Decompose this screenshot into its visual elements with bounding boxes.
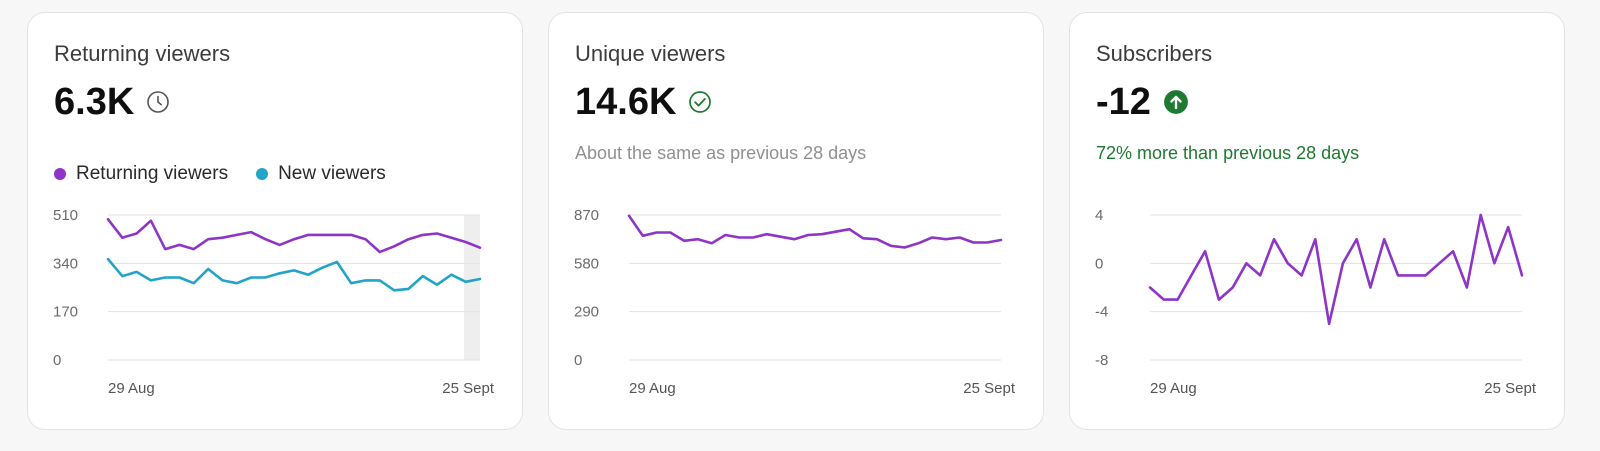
card-title: Returning viewers <box>54 41 231 66</box>
arrow-up-circle-icon <box>1163 89 1189 115</box>
y-tick-label: 290 <box>574 304 599 321</box>
legend-item-new[interactable]: New viewers <box>256 163 386 185</box>
value-row: 6.3K <box>54 79 170 125</box>
x-tick-label: 29 Aug <box>1150 380 1197 397</box>
legend-dot <box>256 168 269 180</box>
legend-item-returning[interactable]: Returning viewers <box>54 163 228 185</box>
metric-value: -12 <box>1096 81 1151 123</box>
comparison-text: About the same as previous 28 days <box>575 143 867 163</box>
y-tick-label: 510 <box>53 207 78 224</box>
metric-value: 14.6K <box>575 81 677 123</box>
y-tick-label: 870 <box>574 207 599 224</box>
x-tick-label: 29 Aug <box>108 380 155 397</box>
card-title: Unique viewers <box>575 41 726 66</box>
legend-dot <box>54 168 66 180</box>
card-title: Subscribers <box>1096 41 1213 66</box>
y-tick-label: 0 <box>53 352 61 369</box>
value-row: 14.6K <box>575 79 712 125</box>
returning-viewers-chart[interactable]: 0 170 340 510 29 Aug 25 Sept <box>28 203 522 413</box>
subscribers-chart[interactable]: -8 -4 0 4 29 Aug 25 Sept <box>1070 203 1564 413</box>
returning-viewers-card[interactable]: Returning viewers 6.3K Returning viewers… <box>27 12 523 430</box>
y-tick-label: 4 <box>1095 207 1103 224</box>
comparison-text: 72% more than previous 28 days <box>1096 143 1360 163</box>
series-line-1 <box>1148 213 1524 326</box>
hover-highlight <box>464 215 480 360</box>
unique-viewers-card[interactable]: Unique viewers 14.6K About the same as p… <box>548 12 1044 430</box>
x-tick-label: 25 Sept <box>963 380 1016 397</box>
y-tick-label: 580 <box>574 255 599 272</box>
y-tick-label: -8 <box>1095 352 1108 369</box>
metric-value: 6.3K <box>54 81 135 123</box>
check-circle-icon <box>688 90 712 114</box>
legend-label: New viewers <box>278 163 386 184</box>
legend-label: Returning viewers <box>76 163 229 184</box>
x-tick-label: 29 Aug <box>629 380 676 397</box>
series-line-2 <box>106 257 482 292</box>
y-tick-label: 0 <box>574 352 582 369</box>
y-tick-label: -4 <box>1095 304 1108 321</box>
y-tick-label: 170 <box>53 304 78 321</box>
x-tick-label: 25 Sept <box>1484 380 1537 397</box>
x-tick-label: 25 Sept <box>442 380 495 397</box>
clock-icon <box>146 90 170 114</box>
series-line-1 <box>627 214 1003 249</box>
value-row: -12 <box>1096 79 1189 125</box>
y-tick-label: 340 <box>53 255 78 272</box>
series-line-1 <box>106 217 482 254</box>
unique-viewers-chart[interactable]: 0 290 580 870 29 Aug 25 Sept <box>549 203 1043 413</box>
y-tick-label: 0 <box>1095 255 1103 272</box>
subscribers-card[interactable]: Subscribers -12 72% more than previous 2… <box>1069 12 1565 430</box>
chart-legend: Returning viewers New viewers <box>54 163 386 185</box>
